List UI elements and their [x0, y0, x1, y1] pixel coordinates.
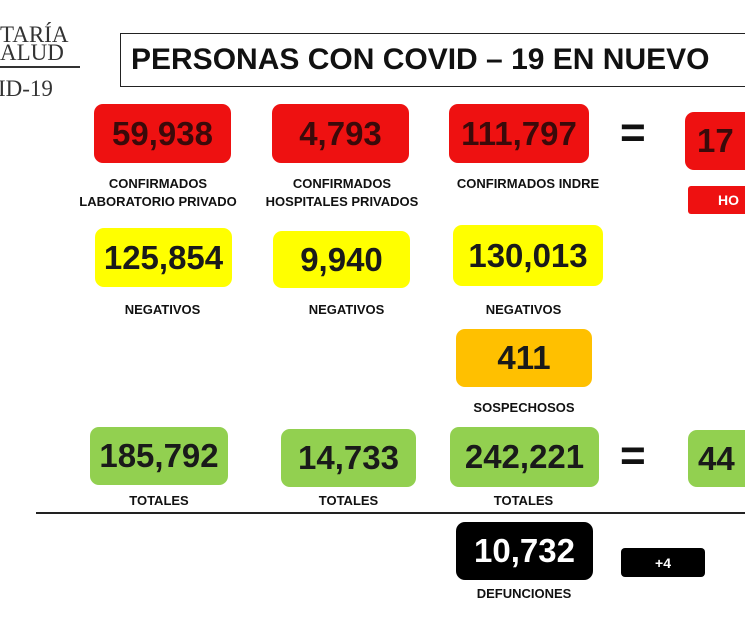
label: NEGATIVOS — [308, 302, 385, 317]
divider — [36, 512, 745, 514]
title: PERSONAS CON COVID – 19 EN NUEVO — [120, 33, 745, 87]
value-box: 111,797 — [449, 104, 589, 163]
label: TOTALES — [129, 493, 189, 508]
value-box: 130,013 — [453, 225, 603, 286]
label-line: CONFIRMADOS — [292, 176, 392, 191]
logo-line: ALUD — [0, 40, 80, 68]
logo-line: TARÍA — [0, 22, 69, 47]
label: TOTALES — [318, 493, 379, 508]
value-box: 242,221 — [450, 427, 599, 487]
value-box: 44 — [688, 430, 745, 487]
value-box: 10,732 — [456, 522, 593, 580]
label: NEGATIVOS — [485, 302, 562, 317]
label: CONFIRMADOS LABORATORIO PRIVADO — [70, 175, 246, 211]
logo-line: ID-19 — [0, 76, 53, 101]
label: CONFIRMADOS HOSPITALES PRIVADOS — [254, 175, 430, 211]
equals: = — [620, 108, 646, 157]
value-box: 125,854 — [95, 228, 232, 287]
equals: = — [620, 431, 646, 480]
label: CONFIRMADOS INDRE — [456, 176, 600, 191]
label: TOTALES — [493, 493, 554, 508]
label-line: LABORATORIO PRIVADO — [79, 194, 237, 209]
label: NEGATIVOS — [124, 302, 201, 317]
label-line: CONFIRMADOS — [108, 176, 208, 191]
label: SOSPECHOSOS — [473, 400, 575, 415]
value-box: 411 — [456, 329, 592, 387]
value-box: 59,938 — [94, 104, 231, 163]
value-box: 9,940 — [273, 231, 410, 288]
value-box: 14,733 — [281, 429, 416, 487]
value-box: 4,793 — [272, 104, 409, 163]
label-line: HOSPITALES PRIVADOS — [265, 194, 419, 209]
label-box: HO — [688, 186, 745, 214]
value-box: 185,792 — [90, 427, 228, 485]
label: DEFUNCIONES — [476, 586, 572, 601]
delta-box: +4 — [621, 548, 705, 577]
value-box: 17 — [685, 112, 745, 170]
